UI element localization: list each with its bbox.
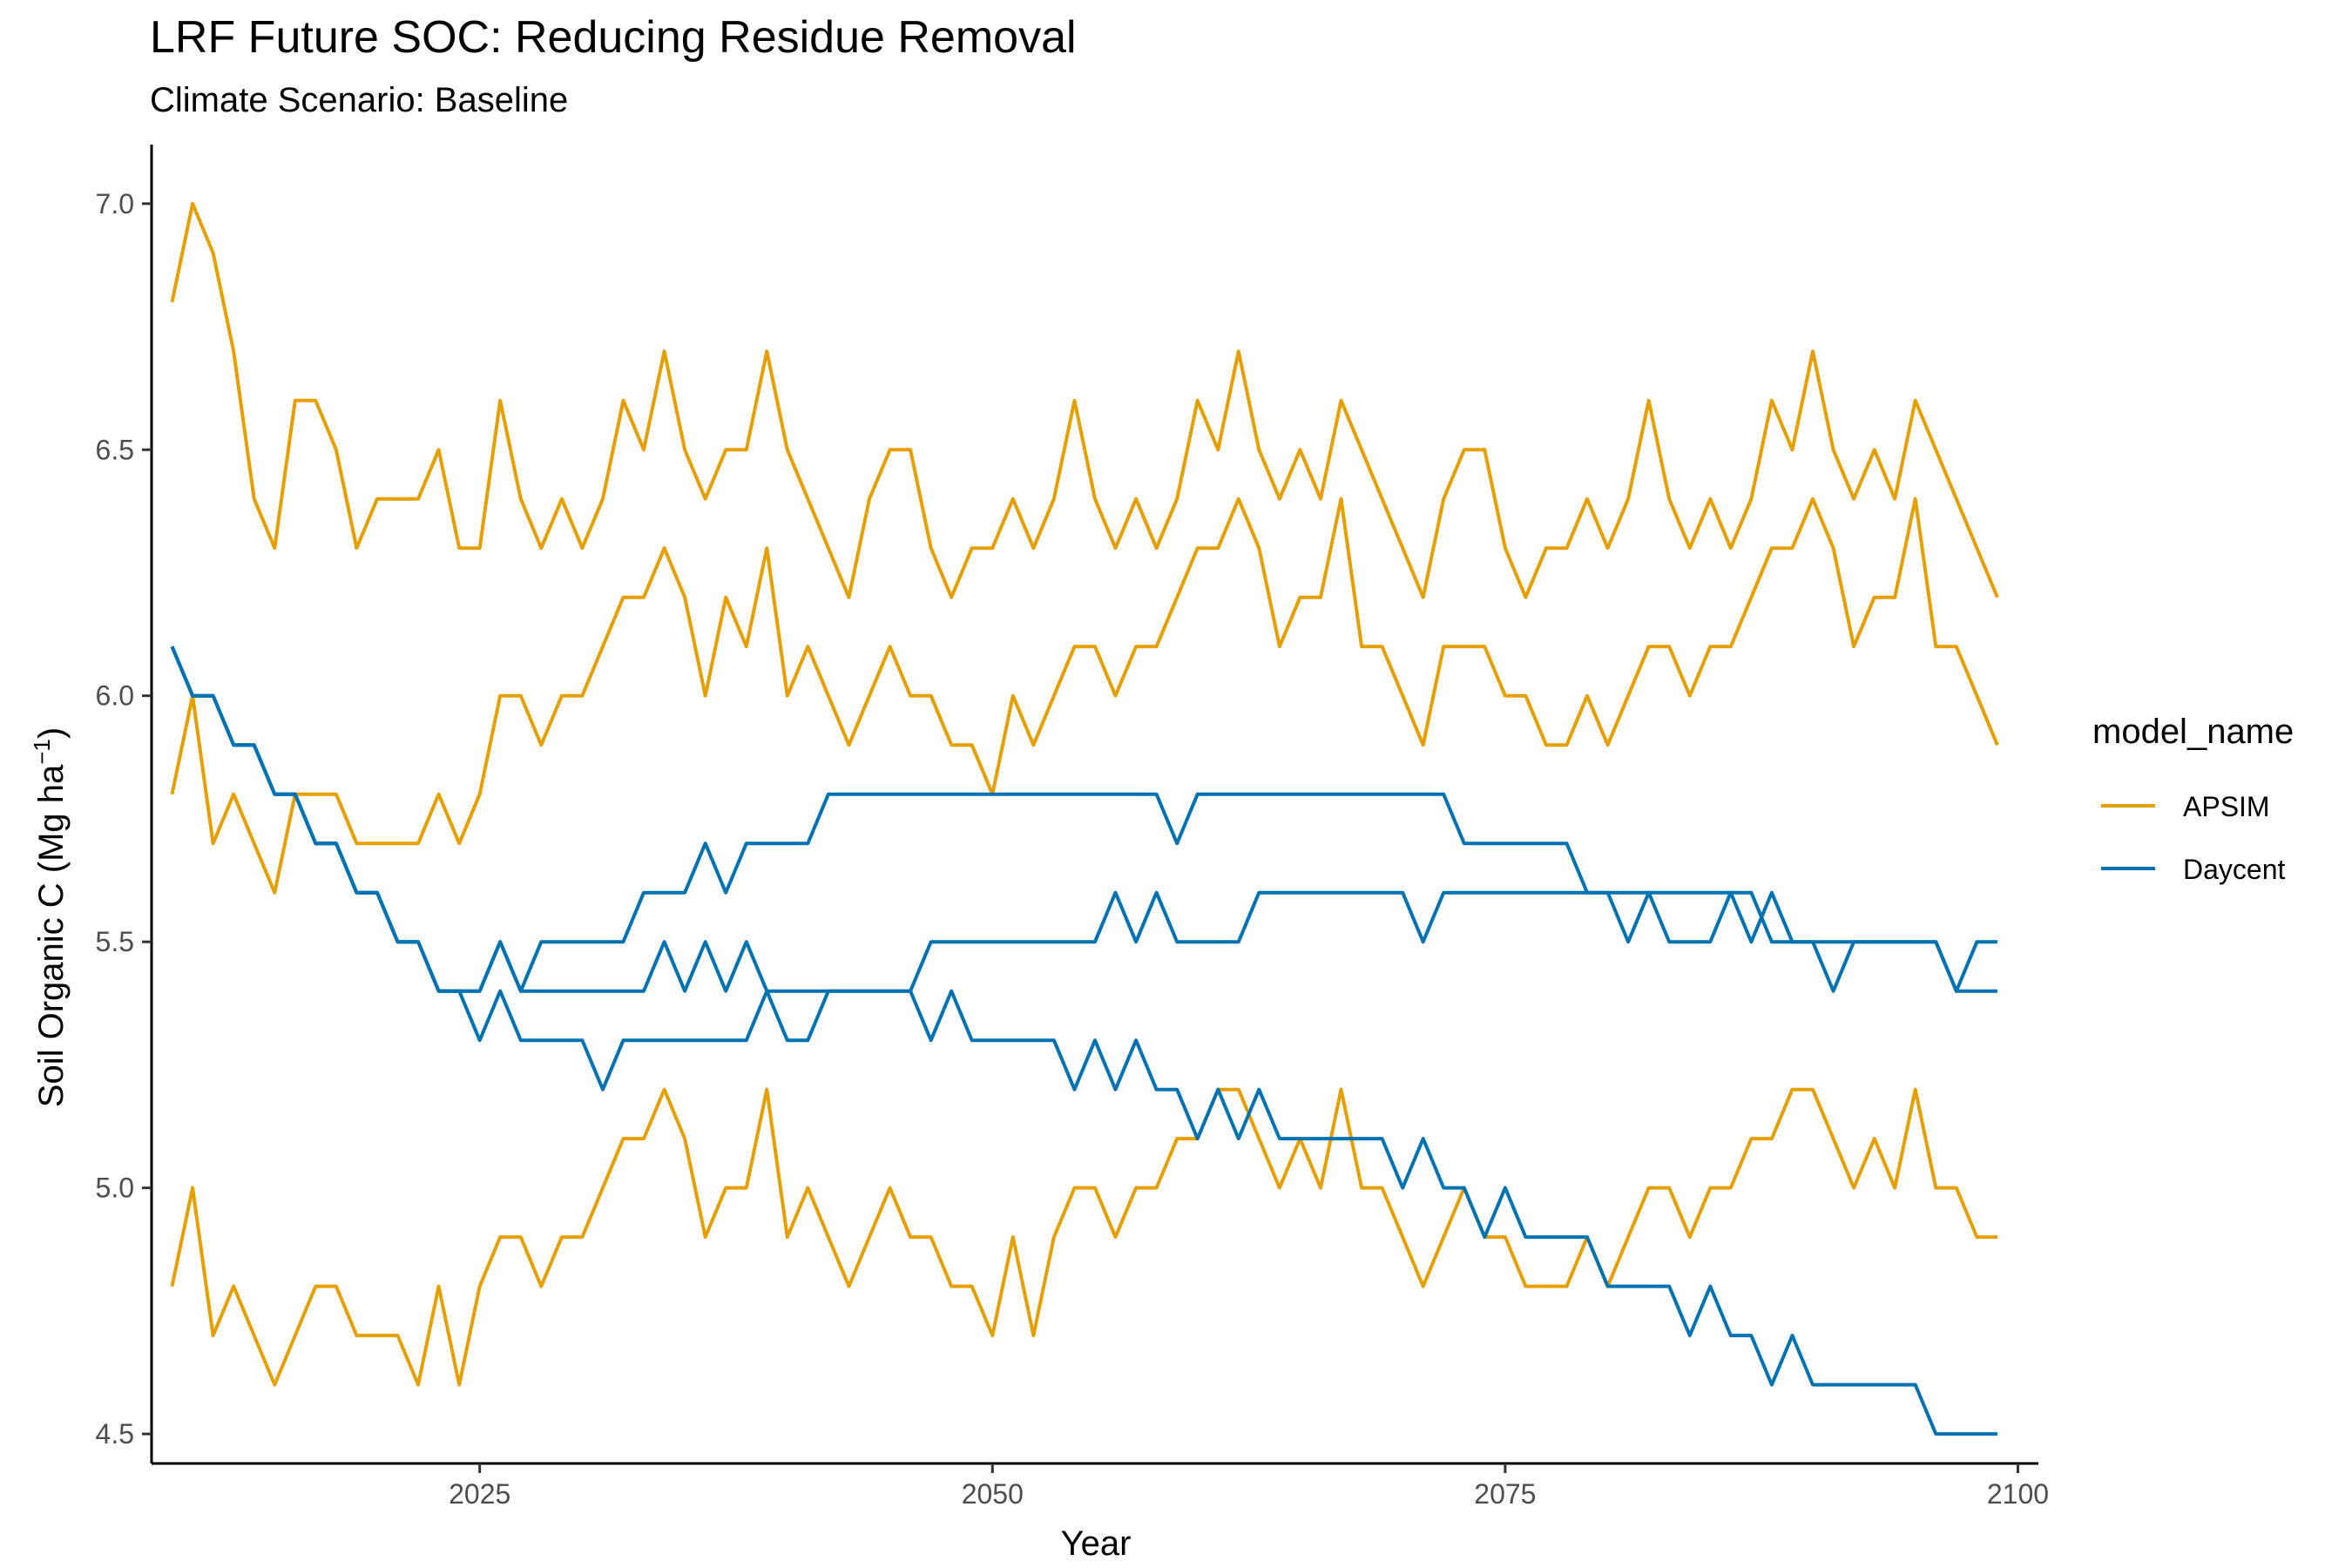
chart-subtitle: Climate Scenario: Baseline xyxy=(150,81,568,119)
y-tick-label-5: 5.0 xyxy=(96,1173,134,1204)
y-tick-label-5.5: 5.5 xyxy=(96,926,134,957)
legend: model_name APSIM Daycent xyxy=(2092,713,2294,885)
y-tick-label-7: 7.0 xyxy=(96,188,134,220)
y-axis-title-superscript: −1 xyxy=(29,739,55,765)
y-tick-label-6.5: 6.5 xyxy=(96,434,134,465)
series-line-apsim-3 xyxy=(170,1087,1997,1387)
legend-title: model_name xyxy=(2092,713,2294,751)
y-axis-title: Soil Organic C (Mg ha−1) xyxy=(29,727,71,1107)
series-line-apsim-1 xyxy=(170,201,1999,599)
x-axis-title: Year xyxy=(1061,1524,1132,1563)
series-line-daycent-6 xyxy=(170,645,1997,993)
y-axis-title-main: Soil Organic C (Mg ha xyxy=(32,764,71,1107)
series-line-daycent-5 xyxy=(170,645,1997,1436)
y-tick-label-4.5: 4.5 xyxy=(96,1418,134,1450)
x-tick-label-2050: 2050 xyxy=(962,1478,1024,1510)
x-tick-label-2100: 2100 xyxy=(1987,1478,2049,1510)
y-tick-label-6: 6.0 xyxy=(96,680,134,712)
legend-label-apsim: APSIM xyxy=(2183,791,2270,822)
x-tick-label-2075: 2075 xyxy=(1474,1478,1536,1510)
chart-title: LRF Future SOC: Reducing Residue Removal xyxy=(150,12,1077,63)
series-layer xyxy=(170,201,1999,1436)
x-tick-label-2025: 2025 xyxy=(449,1478,510,1510)
y-axis: 4.5 5.0 5.5 6.0 6.5 7.0 xyxy=(96,145,153,1463)
y-axis-title-close: ) xyxy=(32,727,71,739)
x-axis: 2025 2050 2075 2100 xyxy=(152,1462,2049,1510)
series-line-apsim-2 xyxy=(170,497,1999,895)
series-line-daycent-4 xyxy=(170,645,1997,993)
legend-label-daycent: Daycent xyxy=(2183,854,2286,885)
